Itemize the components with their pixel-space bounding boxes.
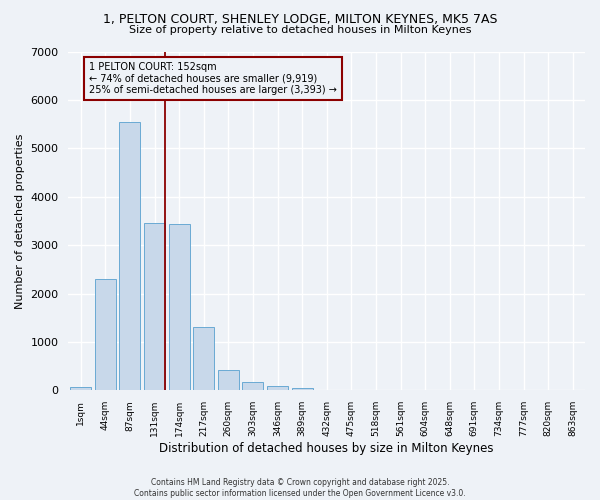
Y-axis label: Number of detached properties: Number of detached properties bbox=[15, 133, 25, 308]
Bar bbox=[218, 370, 239, 390]
Text: 1, PELTON COURT, SHENLEY LODGE, MILTON KEYNES, MK5 7AS: 1, PELTON COURT, SHENLEY LODGE, MILTON K… bbox=[103, 12, 497, 26]
Bar bbox=[95, 279, 116, 390]
Bar bbox=[144, 224, 165, 390]
Text: Contains HM Land Registry data © Crown copyright and database right 2025.
Contai: Contains HM Land Registry data © Crown c… bbox=[134, 478, 466, 498]
Bar bbox=[70, 387, 91, 390]
Bar bbox=[267, 386, 288, 390]
Bar bbox=[242, 382, 263, 390]
Bar bbox=[169, 224, 190, 390]
Text: 1 PELTON COURT: 152sqm
← 74% of detached houses are smaller (9,919)
25% of semi-: 1 PELTON COURT: 152sqm ← 74% of detached… bbox=[89, 62, 337, 96]
Bar bbox=[193, 327, 214, 390]
Text: Size of property relative to detached houses in Milton Keynes: Size of property relative to detached ho… bbox=[129, 25, 471, 35]
X-axis label: Distribution of detached houses by size in Milton Keynes: Distribution of detached houses by size … bbox=[160, 442, 494, 455]
Bar bbox=[119, 122, 140, 390]
Bar bbox=[292, 388, 313, 390]
